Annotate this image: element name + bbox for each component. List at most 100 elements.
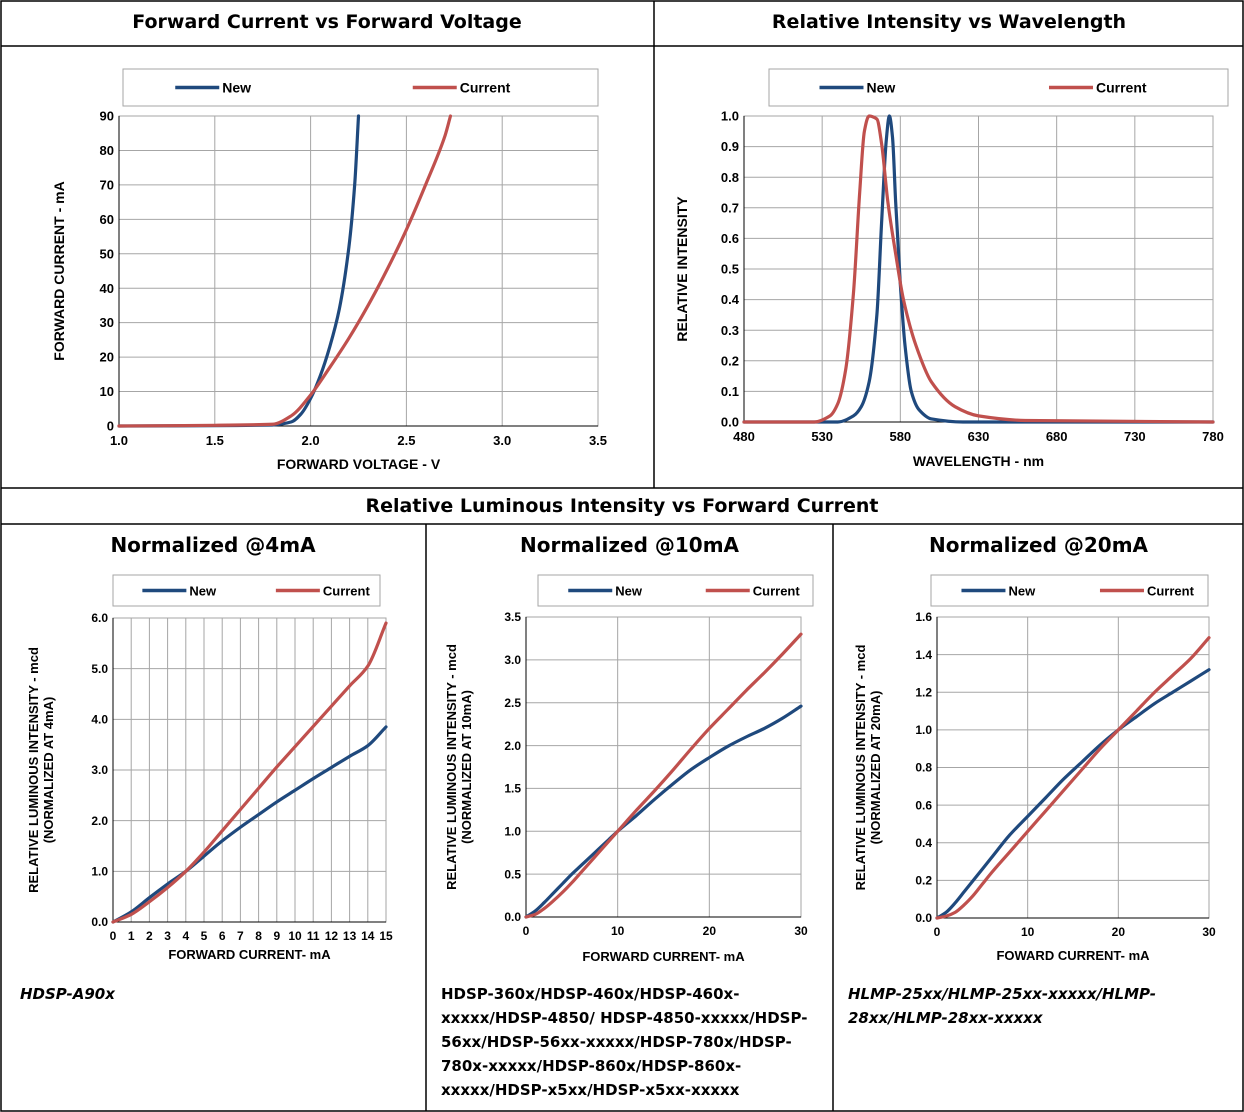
y-tick-label: 1.0: [721, 109, 739, 124]
series-line-current: [742, 114, 1215, 424]
x-tick-label: 2.5: [397, 433, 415, 448]
x-tick-label: 3.0: [493, 433, 511, 448]
y-tick-label: 1.0: [91, 865, 108, 879]
y-tick-label: 2.0: [504, 739, 521, 753]
y-axis-title: FORWARD CURRENT - mA: [51, 181, 67, 360]
y-tick-label: 10: [100, 384, 114, 399]
y-tick-label: 4.0: [91, 713, 108, 727]
y-tick-label: 0.5: [504, 867, 521, 881]
legend-label-new: New: [189, 584, 217, 599]
series-line-current: [524, 632, 803, 919]
x-tick-label: 10: [611, 924, 625, 938]
x-tick-label: 12: [325, 929, 339, 943]
x-axis-title: FORWARD CURRENT- mA: [582, 949, 745, 964]
note-4ma-parts: HDSP-A90x: [20, 985, 115, 1003]
y-tick-label: 40: [100, 281, 114, 296]
x-tick-label: 14: [361, 929, 375, 943]
y-tick-label: 0.3: [721, 323, 739, 338]
legend-label-new: New: [866, 80, 895, 96]
y-tick-label: 0.4: [721, 292, 740, 307]
y-tick-label: 0.5: [721, 262, 739, 277]
x-axis-title: FORWARD CURRENT- mA: [168, 947, 331, 962]
y-axis-title: RELATIVE LUMINOUS INTENSITY - mcd: [444, 644, 459, 890]
x-tick-label: 8: [255, 929, 262, 943]
x-tick-label: 4: [182, 929, 189, 943]
x-tick-label: 730: [1124, 429, 1146, 444]
x-tick-label: 1: [128, 929, 135, 943]
x-tick-label: 3.5: [589, 433, 607, 448]
series-line-current: [935, 636, 1211, 920]
y-tick-label: 0.4: [915, 836, 932, 850]
legend-label-new: New: [222, 80, 251, 96]
x-tick-label: 6: [219, 929, 226, 943]
series-line-new: [111, 725, 388, 924]
y-axis-title: RELATIVE LUMINOUS INTENSITY - mcd: [26, 647, 41, 893]
x-tick-label: 20: [1112, 925, 1126, 939]
y-tick-label: 60: [100, 212, 114, 227]
note-20ma-parts: HLMP-25xx/HLMP-25xx-xxxxx/HLMP-28xx/HLMP…: [848, 985, 1156, 1027]
plot-area: [525, 616, 802, 918]
series-line-new: [935, 668, 1211, 920]
x-tick-label: 10: [1021, 925, 1035, 939]
luminous-20ma-chart: New Current 0.0 0.2 0.4 0.6 0.8 1.0 1.2 1.4 1.6 0 10…: [853, 574, 1216, 963]
y-tick-label: 0.7: [721, 200, 739, 215]
iv-chart: New Current 0 10 20 30 40 50 60 70 80 90 1.0 1.5 2.0 2.…: [51, 68, 607, 472]
x-axis-title: WAVELENGTH - nm: [913, 453, 1044, 469]
luminous-section-title: Relative Luminous Intensity vs Forward C…: [365, 495, 879, 517]
spectrum-chart: New Current 0.0 0.1 0.2 0.3 0.4 0.5 0.6 0.7 0.8 0.9…: [674, 68, 1229, 469]
x-tick-label: 680: [1046, 429, 1068, 444]
legend-label-new: New: [1008, 584, 1036, 599]
y-tick-label: 6.0: [91, 611, 108, 625]
x-tick-label: 2: [146, 929, 153, 943]
y-tick-label: 3.0: [91, 763, 108, 777]
y-tick-label: 0.0: [721, 415, 739, 430]
x-tick-label: 20: [703, 924, 717, 938]
series-line-current: [117, 114, 453, 428]
y-axis-subtitle: (NORMALIZED AT 10mA): [459, 690, 474, 844]
y-tick-label: 70: [100, 177, 114, 192]
y-tick-label: 1.5: [504, 782, 521, 796]
y-tick-label: 30: [100, 315, 114, 330]
y-tick-label: 0.8: [721, 170, 739, 185]
y-tick-label: 3.0: [504, 653, 521, 667]
y-tick-label: 0.8: [915, 761, 932, 775]
y-tick-label: 0.0: [504, 910, 521, 924]
y-tick-label: 5.0: [91, 662, 108, 676]
legend-label-current: Current: [1147, 584, 1195, 599]
series-line-new: [742, 114, 1215, 424]
y-tick-label: 90: [100, 109, 114, 124]
y-tick-label: 0.2: [721, 353, 739, 368]
y-tick-label: 0.6: [721, 231, 739, 246]
x-tick-label: 3: [164, 929, 171, 943]
normalized-10ma-title: Normalized @10mA: [519, 533, 740, 557]
y-tick-label: 0.0: [91, 915, 108, 929]
legend-label-current: Current: [1096, 80, 1147, 96]
x-tick-label: 0: [523, 924, 530, 938]
y-tick-label: 80: [100, 143, 114, 158]
y-tick-label: 0.9: [721, 139, 739, 154]
iv-chart-title: Forward Current vs Forward Voltage: [132, 11, 522, 33]
normalized-4ma-title: Normalized @4mA: [110, 533, 316, 557]
y-tick-label: 1.2: [915, 685, 932, 699]
y-tick-label: 0: [107, 419, 114, 434]
legend-label-current: Current: [753, 584, 801, 599]
x-tick-label: 13: [343, 929, 357, 943]
y-tick-label: 1.4: [915, 648, 932, 662]
x-tick-label: 7: [237, 929, 244, 943]
y-axis-subtitle: (NORMALIZED AT 20mA): [868, 691, 883, 845]
y-axis-title: RELATIVE INTENSITY: [674, 196, 690, 342]
spectrum-chart-title: Relative Intensity vs Wavelength: [771, 11, 1127, 33]
x-tick-label: 1.0: [110, 433, 128, 448]
y-tick-label: 2.5: [504, 696, 521, 710]
x-axis-title: FOWARD CURRENT- mA: [996, 948, 1150, 963]
x-tick-label: 530: [811, 429, 833, 444]
x-tick-label: 5: [201, 929, 208, 943]
legend-label-current: Current: [323, 584, 371, 599]
y-tick-label: 20: [100, 350, 114, 365]
x-tick-label: 11: [307, 929, 320, 943]
x-tick-label: 0: [110, 929, 117, 943]
legend-label-new: New: [615, 584, 643, 599]
